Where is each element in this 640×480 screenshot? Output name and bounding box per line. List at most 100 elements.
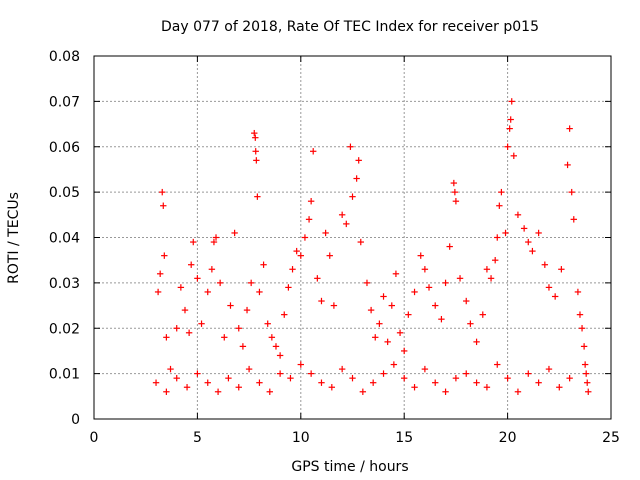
x-tick-label: 15 <box>395 430 413 446</box>
scatter-point <box>494 361 501 368</box>
scatter-point <box>305 216 313 223</box>
scatter-point <box>159 188 166 196</box>
y-tick-label: 0.02 <box>49 321 80 337</box>
scatter-point <box>363 279 371 287</box>
scatter-point <box>281 311 288 318</box>
scatter-point <box>421 266 429 273</box>
scatter-point <box>322 229 329 237</box>
scatter-point <box>330 302 338 309</box>
scatter-point <box>167 365 174 373</box>
scatter-point <box>584 379 591 386</box>
scatter-point <box>163 388 170 395</box>
scatter-point <box>376 320 383 327</box>
scatter-point <box>235 325 242 332</box>
scatter-point <box>161 252 168 259</box>
scatter-point <box>463 297 470 305</box>
scatter-point <box>338 365 346 373</box>
scatter-point <box>256 288 263 296</box>
y-tick-label: 0.03 <box>49 276 80 292</box>
scatter-point <box>467 320 474 327</box>
grid-layer <box>94 56 611 419</box>
scatter-point <box>456 275 464 282</box>
scatter-point <box>314 275 321 282</box>
y-tick-label: 0 <box>71 412 80 428</box>
scatter-point <box>514 211 522 219</box>
scatter-point <box>301 234 309 241</box>
chart-title: Day 077 of 2018, Rate Of TEC Index for r… <box>161 19 539 35</box>
scatter-point <box>401 374 408 382</box>
scatter-point <box>208 266 216 273</box>
scatter-point <box>545 284 553 291</box>
scatter-point <box>326 252 333 259</box>
scatter-point <box>582 370 590 377</box>
scatter-point <box>251 129 258 137</box>
scatter-point <box>287 374 294 382</box>
scatter-point <box>388 302 395 309</box>
scatter-point <box>581 361 589 368</box>
scatter-point <box>473 379 480 386</box>
scatter-point <box>411 288 418 296</box>
scatter-point <box>276 352 284 359</box>
scatter-point <box>508 98 515 105</box>
y-tick-label: 0.08 <box>49 49 80 65</box>
scatter-point <box>396 329 404 336</box>
scatter-point <box>239 343 247 350</box>
scatter-point <box>392 270 400 277</box>
scatter-point <box>307 198 315 205</box>
scatter-point <box>328 384 336 391</box>
scatter-point <box>452 198 460 205</box>
scatter-point <box>535 379 542 386</box>
scatter-point <box>190 238 197 246</box>
scatter-point <box>185 329 193 336</box>
scatter-point <box>390 361 398 368</box>
scatter-point <box>276 370 284 377</box>
scatter-point <box>194 370 201 377</box>
scatter-point <box>173 374 180 382</box>
scatter-point <box>227 302 234 309</box>
scatter-point <box>487 275 495 282</box>
scatter-point <box>483 266 491 273</box>
scatter-point <box>450 179 458 187</box>
scatter-point <box>529 247 536 255</box>
scatter-point <box>502 229 509 237</box>
scatter-point <box>446 243 453 250</box>
scatter-point <box>570 216 577 223</box>
scatter-point <box>507 116 514 123</box>
scatter-point <box>318 297 325 305</box>
y-axis-title: ROTI / TECUs <box>6 192 22 284</box>
scatter-point <box>349 374 356 382</box>
scatter-points <box>152 98 592 395</box>
x-tick-label: 20 <box>499 430 517 446</box>
x-tick-label: 0 <box>90 430 99 446</box>
scatter-point <box>551 293 559 300</box>
scatter-point <box>187 261 195 268</box>
scatter-point <box>525 370 532 377</box>
scatter-point <box>580 343 588 350</box>
scatter-point <box>372 334 379 341</box>
scatter-point <box>173 325 180 332</box>
scatter-point <box>463 370 470 377</box>
scatter-point <box>566 125 573 132</box>
scatter-point <box>252 148 259 155</box>
scatter-point <box>194 275 201 282</box>
scatter-point <box>289 266 296 273</box>
scatter-point <box>578 325 586 332</box>
scatter-point <box>318 379 325 386</box>
scatter-point <box>260 261 267 268</box>
scatter-point <box>541 261 549 268</box>
scatter-point <box>177 284 185 291</box>
scatter-point <box>411 384 418 391</box>
scatter-point <box>245 365 253 373</box>
scatter-point <box>285 284 292 291</box>
y-tick-label: 0.05 <box>49 185 80 201</box>
scatter-point <box>564 161 571 169</box>
scatter-point <box>576 311 584 318</box>
y-tick-label: 0.06 <box>49 140 80 156</box>
scatter-point <box>247 279 255 287</box>
scatter-point <box>252 134 259 141</box>
y-tick-label: 0.01 <box>49 367 80 383</box>
scatter-point <box>525 238 532 246</box>
scatter-point <box>479 311 486 318</box>
